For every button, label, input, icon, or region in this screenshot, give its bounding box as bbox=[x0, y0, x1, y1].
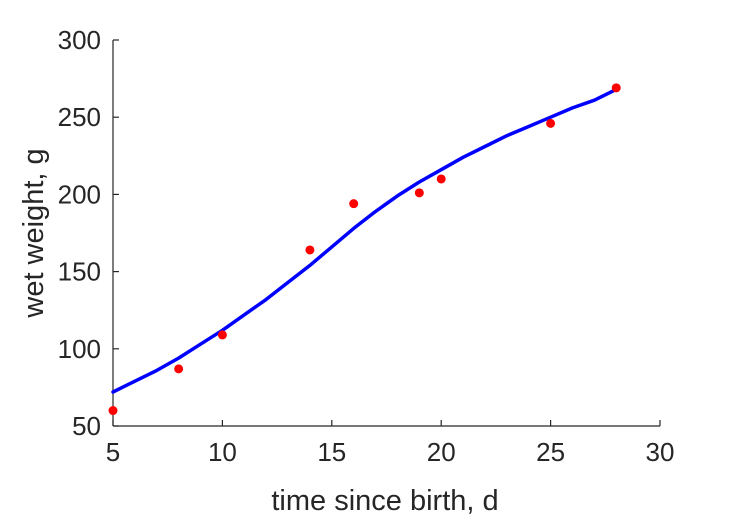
plot-area bbox=[108, 83, 621, 416]
y-tick-label: 250 bbox=[58, 102, 101, 132]
data-point bbox=[108, 406, 118, 416]
data-point bbox=[174, 364, 184, 374]
data-point bbox=[414, 188, 424, 198]
y-axis-label: wet weight, g bbox=[18, 148, 50, 318]
x-tick-label: 15 bbox=[317, 437, 346, 467]
x-axis-label: time since birth, d bbox=[271, 485, 498, 517]
y-tick-label: 50 bbox=[72, 411, 101, 441]
y-tick-label: 200 bbox=[58, 179, 101, 209]
x-tick-label: 20 bbox=[427, 437, 456, 467]
data-point bbox=[436, 174, 446, 184]
y-tick-label: 300 bbox=[58, 25, 101, 55]
x-tick-label: 10 bbox=[208, 437, 237, 467]
y-tick-label: 150 bbox=[58, 257, 101, 287]
data-point bbox=[546, 118, 556, 128]
fit-curve-line bbox=[111, 87, 618, 394]
x-tick-label: 5 bbox=[106, 437, 120, 467]
data-point bbox=[217, 330, 227, 340]
y-tick-label: 100 bbox=[58, 334, 101, 364]
data-point bbox=[349, 199, 359, 209]
data-point bbox=[611, 83, 621, 93]
x-tick-label: 30 bbox=[646, 437, 675, 467]
y-ticks: 50 100 150 200 250 300 bbox=[58, 25, 119, 441]
x-ticks: 5 10 15 20 25 30 bbox=[106, 420, 675, 467]
axes bbox=[112, 40, 660, 427]
x-tick-label: 25 bbox=[536, 437, 565, 467]
data-point bbox=[305, 245, 315, 255]
